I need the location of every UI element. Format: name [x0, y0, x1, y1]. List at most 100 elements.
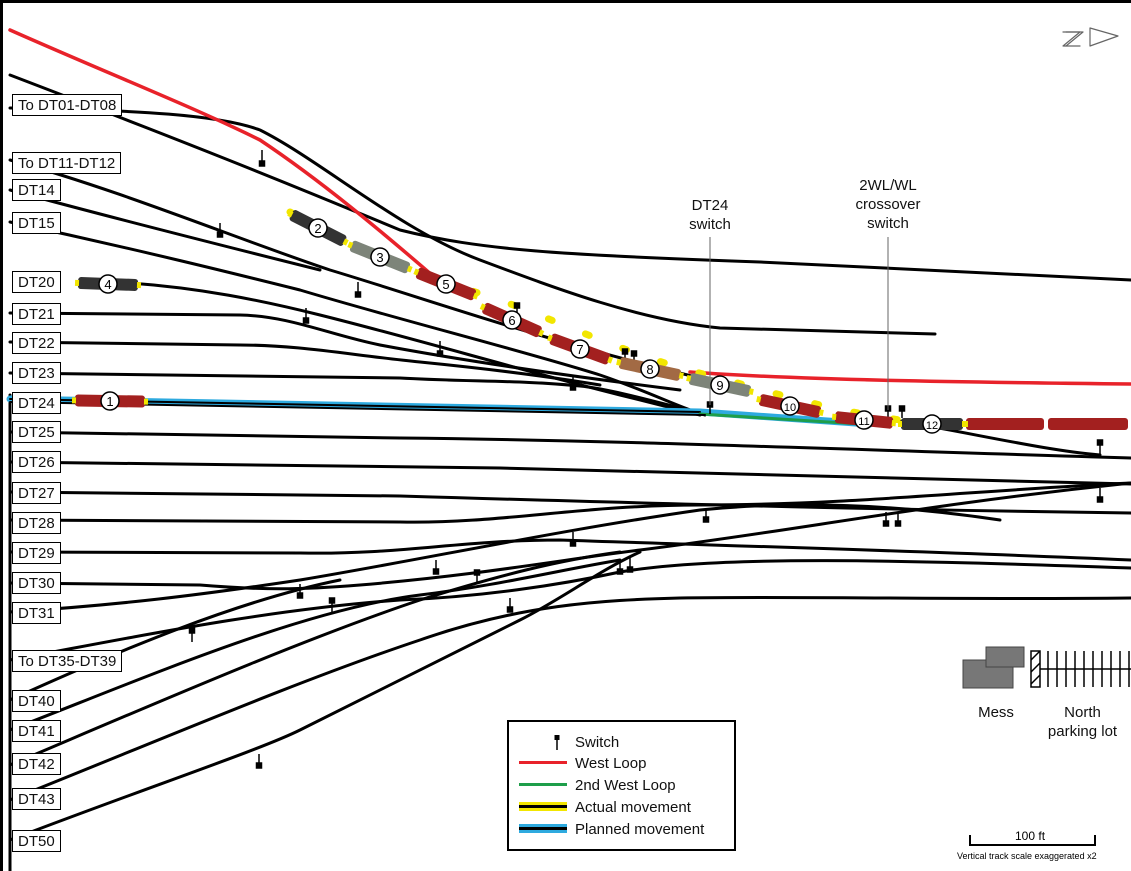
car-coupler	[472, 292, 479, 300]
car-coupler	[756, 395, 762, 403]
car-number: 6	[508, 313, 515, 328]
track	[8, 550, 642, 842]
second-west-loop-route	[698, 412, 862, 426]
car-number: 10	[784, 402, 796, 414]
switch-icon	[188, 627, 196, 642]
switch-icon	[569, 375, 577, 391]
car-number-badge	[922, 414, 942, 434]
car-number: 3	[376, 250, 383, 265]
scale-bar-label: 100 ft	[1015, 829, 1046, 843]
car-coupler	[406, 265, 413, 273]
track-label: DT20	[12, 271, 61, 293]
car-coupler	[136, 282, 142, 289]
car-number-badge	[436, 274, 456, 294]
car: 10	[756, 394, 824, 418]
car-number-badge	[100, 391, 120, 411]
car: 9	[686, 373, 754, 397]
legend-item-actual: Actual movement	[519, 797, 691, 817]
parking-lot-label: North parking lot	[1034, 703, 1131, 741]
track-label: DT50	[12, 830, 61, 852]
track-label: DT29	[12, 542, 61, 564]
switch-icon	[258, 150, 266, 167]
car-number-badge	[854, 410, 874, 430]
car-coupler	[287, 210, 294, 218]
car-coupler	[831, 413, 837, 421]
track-label: DT43	[12, 788, 61, 810]
annotation-line: 2WL/WL	[859, 177, 917, 194]
car-coupler	[748, 388, 754, 396]
switch-icon	[506, 598, 514, 613]
tracks	[6, 27, 1131, 871]
car: 1	[71, 391, 149, 411]
track	[8, 430, 1131, 460]
car-coupler	[891, 419, 897, 427]
place-line: parking lot	[1047, 723, 1118, 740]
actual-movement-swatch	[519, 800, 567, 814]
car-coupler	[479, 303, 486, 311]
legend-item-second-west-loop: 2nd West Loop	[519, 775, 676, 795]
north-arrow-icon	[1062, 27, 1119, 47]
car: 2	[287, 210, 349, 246]
car-number: 1	[106, 394, 113, 409]
car-number: 5	[442, 277, 449, 292]
car-number: 4	[104, 277, 111, 292]
track-label: To DT11-DT12	[12, 152, 122, 174]
track-label: DT15	[12, 212, 61, 234]
switch-icon	[216, 223, 224, 238]
legend: Switch West Loop 2nd West Loop Actual mo…	[507, 720, 736, 851]
car-number: 2	[314, 221, 321, 236]
car-number-badge	[502, 310, 522, 330]
track	[8, 481, 1131, 524]
car: 3	[347, 240, 413, 274]
car-coupler	[686, 374, 692, 382]
track	[128, 281, 702, 417]
car-number-badge	[640, 359, 660, 379]
annotation-line: DT24	[691, 197, 729, 214]
west-loop-route	[8, 28, 442, 284]
car: 4	[74, 274, 142, 294]
mess-building-icon	[962, 646, 1025, 689]
annotation-line: switch	[689, 216, 731, 233]
second-west-loop-swatch	[519, 778, 567, 792]
train-consist	[960, 418, 1128, 430]
car-coupler	[547, 334, 553, 342]
track	[8, 220, 707, 417]
car-number: 8	[646, 362, 653, 377]
track-label: To DT35-DT39	[12, 650, 123, 672]
switch-icon	[616, 560, 624, 575]
car: 8	[616, 357, 684, 381]
car-coupler	[71, 397, 77, 404]
legend-label: 2nd West Loop	[575, 776, 676, 794]
car-coupler	[538, 329, 545, 337]
switch-icon	[255, 754, 263, 769]
track	[8, 311, 682, 392]
track-label: DT26	[12, 451, 61, 473]
track-label: DT23	[12, 362, 61, 384]
track	[8, 158, 702, 380]
switch-icon	[1096, 488, 1104, 503]
switch-icon	[432, 560, 440, 575]
legend-item-planned: Planned movement	[519, 819, 704, 839]
switch-icon	[519, 735, 567, 750]
car: 6	[479, 302, 545, 338]
track-label: DT27	[12, 482, 61, 504]
switch-icon	[894, 512, 902, 527]
car-coupler	[678, 372, 684, 380]
legend-label: West Loop	[575, 754, 647, 772]
car-number-badge	[308, 218, 328, 238]
track	[8, 550, 622, 767]
car-number-badge	[570, 339, 590, 359]
track-label: DT30	[12, 572, 61, 594]
switch-icon	[328, 597, 336, 612]
west-loop-swatch	[519, 756, 567, 770]
car-coupler	[342, 238, 349, 246]
track	[8, 340, 602, 387]
track	[8, 481, 1131, 591]
car-coupler	[962, 421, 966, 427]
track-label: DT14	[12, 179, 61, 201]
track-label: To DT01-DT08	[12, 94, 123, 116]
track-label: DT21	[12, 303, 61, 325]
track-label: DT31	[12, 602, 61, 624]
